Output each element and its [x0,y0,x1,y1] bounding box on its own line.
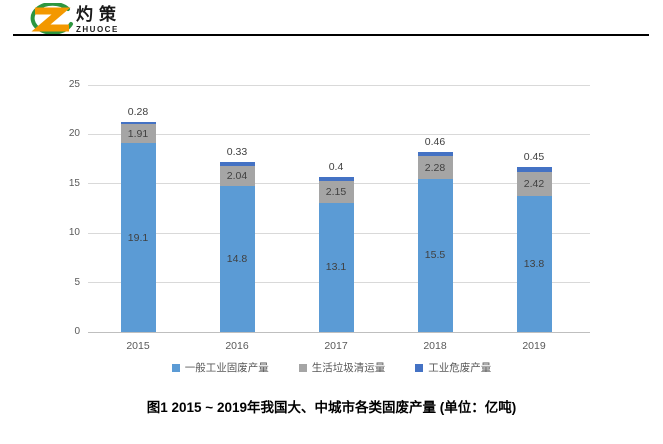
bar-segment [219,165,255,186]
bar-segment [516,171,552,196]
bar-value-label: 13.1 [325,261,347,274]
logo-name-en: ZHUOCE [76,25,119,34]
legend-item: 工业危废产量 [415,360,491,375]
y-tick-label: 0 [74,326,80,337]
y-tick-label: 20 [68,128,80,140]
bar-segment [417,178,453,332]
y-tick-label: 15 [68,177,80,189]
bar-total-label: 0.28 [127,105,149,118]
logo-z-icon [30,3,73,35]
bar-segment [318,177,354,182]
legend-item: 生活垃圾清运量 [298,360,386,375]
legend-swatch-icon [415,363,424,372]
gridline [88,133,590,135]
bar-segment [318,181,354,203]
legend-label: 一般工业固废产量 [184,362,269,374]
bar-total-label: 0.4 [328,161,344,174]
logo-name-cn: 灼策 [76,5,122,24]
x-tick-label: 2019 [522,340,546,352]
bar-value-label: 2.42 [523,177,545,190]
bar-value-label: 19.1 [127,231,149,244]
company-logo: 灼策 ZHUOCE [28,3,122,37]
bar-segment [516,167,552,172]
chart-legend: 一般工业固废产量 生活垃圾清运量 工业危废产量 [0,360,663,375]
bar-total-label: 0.33 [226,146,248,159]
bar-segment [120,124,156,144]
header-divider [13,34,649,36]
bar-segment [318,202,354,332]
bar-value-label: 2.28 [424,161,446,174]
x-tick-label: 2018 [423,340,447,352]
legend-label: 生活垃圾清运量 [311,362,386,374]
x-tick-label: 2017 [324,340,348,352]
bar-value-label: 2.04 [226,169,248,182]
legend-item: 一般工业固废产量 [171,360,269,375]
bar-value-label: 1.91 [127,127,149,140]
y-tick-label: 5 [74,276,80,288]
legend-swatch-icon [298,363,307,372]
plot-area: 0 5 10 15 20 25 19.1 1.91 0.28 2015 14.8 2.04 0.33 20… [69,79,590,352]
bar-value-label: 13.8 [523,257,545,270]
y-tick-label: 25 [68,79,80,90]
bar-segment [417,156,453,179]
x-tick-label: 2015 [126,340,150,352]
bar-segment [120,143,156,332]
y-tick-label: 10 [68,227,80,239]
legend-swatch-icon [171,363,180,372]
bar-value-label: 14.8 [226,252,248,265]
logo-text: 灼策 ZHUOCE [76,6,122,34]
bar-value-label: 2.15 [325,185,347,198]
bar-segment [219,162,255,166]
bar-value-label: 15.5 [424,249,446,262]
bar-segment [516,195,552,332]
gridline [88,84,590,86]
bar-total-label: 0.46 [424,135,446,148]
legend-label: 工业危废产量 [428,362,492,374]
x-tick-label: 2016 [225,340,249,352]
bar-segment [120,121,156,125]
bar-segment [219,185,255,332]
figure-caption: 图1 2015 ~ 2019年我国大、中城市各类固废产量 (单位：亿吨) [146,400,517,415]
bar-segment [417,151,453,157]
x-axis-line [88,331,590,333]
bar-total-label: 0.45 [523,151,545,164]
